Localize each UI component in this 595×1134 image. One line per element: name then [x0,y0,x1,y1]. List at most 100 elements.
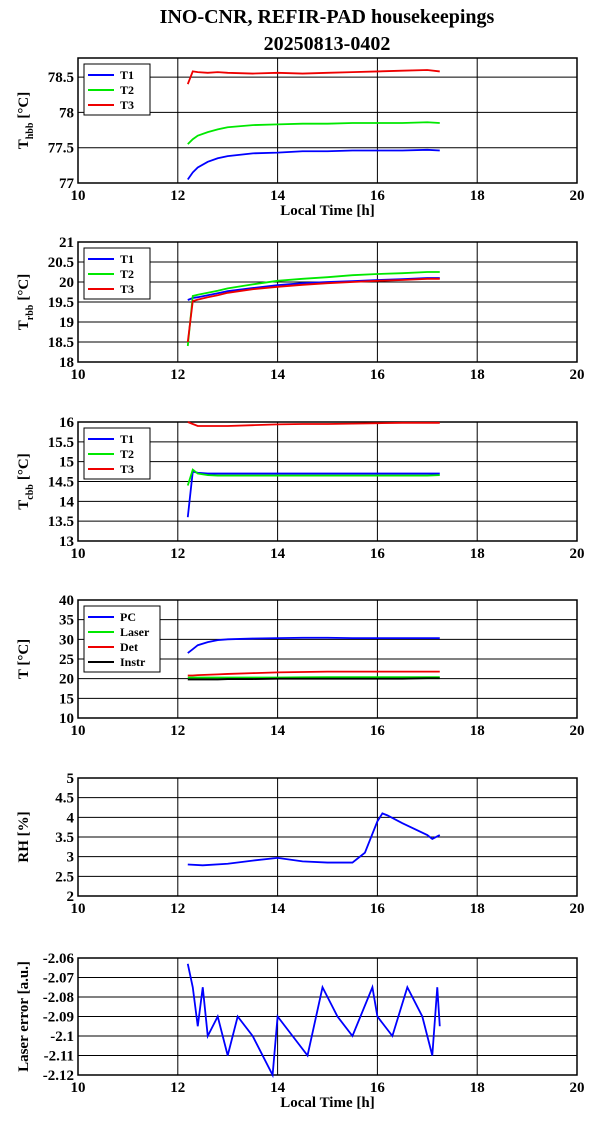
plot-frame [77,57,578,184]
y-tick-label: 20 [59,672,74,688]
series-line [187,812,441,867]
series-line [186,271,440,347]
x-tick-label: 14 [270,901,286,917]
y-axis-label-main: T [16,500,32,510]
x-tick-label: 10 [71,1080,86,1096]
y-tick-label: -2.11 [44,1049,74,1065]
y-tick-label: 19 [59,315,74,331]
plot-frame [77,957,578,1076]
y-tick-label: 3.5 [55,830,74,846]
legend-label: T3 [120,462,134,476]
y-tick-label: -2.12 [43,1068,74,1084]
y-tick-label: -2.08 [43,990,74,1006]
legend-label: T1 [120,432,134,446]
y-tick-label: 78 [59,105,74,121]
legend-label: PC [120,610,136,624]
x-tick-label: 10 [71,188,86,204]
y-tick-label: 20.5 [48,255,74,271]
x-tick-label: 16 [370,1080,386,1096]
y-axis-label: Tcbb [°C] [16,453,36,509]
legend-label: T1 [120,68,134,82]
legend-label: Det [120,640,138,654]
y-axis-label: T [°C] [16,639,32,679]
y-tick-label: 25 [59,652,74,668]
plot-frame [77,777,578,897]
y-tick-label: 21 [59,235,74,251]
y-tick-label: 14.5 [48,475,74,491]
x-tick-label: 10 [71,546,86,562]
x-tick-label: 20 [570,188,585,204]
legend-label: T1 [120,252,134,266]
x-tick-label: 20 [570,1080,585,1096]
y-axis-label: RH [%] [16,811,32,862]
y-axis-label-unit: [°C] [16,92,32,119]
y-tick-label: 40 [59,593,74,609]
y-tick-label: 4.5 [55,791,74,807]
y-axis-label-unit: [°C] [16,274,32,301]
y-tick-label: 78.5 [48,70,74,86]
x-tick-label: 14 [270,367,286,383]
y-tick-label: 14 [59,494,75,510]
y-tick-label: 15 [59,455,74,471]
y-tick-label: 15 [59,691,74,707]
y-tick-label: -2.09 [43,1010,74,1026]
series-line [186,468,440,486]
y-tick-label: 13.5 [48,514,74,530]
series-line [187,670,440,677]
x-tick-label: 12 [170,367,185,383]
y-tick-label: 10 [59,711,74,727]
x-tick-label: 12 [170,1080,185,1096]
y-axis-label-main: T [16,320,32,330]
x-tick-label: 16 [370,901,386,917]
x-axis-label: Local Time [h] [280,1095,374,1111]
y-axis-label: Laser error [a.u.] [16,961,32,1072]
legend-label: Instr [120,655,146,669]
series-line [186,470,440,518]
y-axis-label: Trbb [°C] [16,274,36,330]
x-tick-label: 20 [570,367,585,383]
x-tick-label: 18 [470,546,485,562]
x-tick-label: 10 [71,367,86,383]
y-axis-label-sub: cbb [25,484,36,500]
legend-label: T2 [120,267,134,281]
x-tick-label: 12 [170,723,185,739]
x-tick-label: 18 [470,901,485,917]
series-line [187,636,440,654]
y-axis-label: Thbb [°C] [16,92,36,150]
series-line [186,69,440,85]
y-tick-label: 5 [67,771,75,787]
y-tick-label: 4 [67,810,75,826]
y-tick-label: 19.5 [48,295,74,311]
y-tick-label: 2 [67,889,75,905]
x-tick-label: 18 [470,188,485,204]
y-tick-label: 13 [59,534,74,550]
y-axis-label-sub: rbb [25,304,36,320]
x-tick-label: 20 [570,546,585,562]
y-tick-label: 77 [59,176,75,192]
x-tick-label: 14 [270,188,286,204]
x-tick-label: 20 [570,723,585,739]
x-tick-label: 10 [71,901,86,917]
x-axis-label: Local Time [h] [280,203,374,219]
x-tick-label: 16 [370,546,386,562]
series-line [187,677,440,681]
y-tick-label: 18 [59,355,74,371]
series-line [186,277,440,343]
x-tick-label: 18 [470,367,485,383]
y-tick-label: 35 [59,613,74,629]
series-line [187,148,440,180]
plot-frame [77,599,578,719]
x-tick-label: 18 [470,1080,485,1096]
x-tick-label: 12 [170,901,185,917]
y-tick-label: 77.5 [48,141,74,157]
y-axis-label-main: T [16,139,32,149]
legend-label: T3 [120,282,134,296]
series-line [186,963,441,1079]
legend-label: T3 [120,98,134,112]
y-tick-label: 15.5 [48,435,74,451]
x-tick-label: 14 [270,546,286,562]
x-tick-label: 16 [370,188,386,204]
x-tick-label: 20 [570,901,585,917]
y-tick-label: 18.5 [48,335,74,351]
